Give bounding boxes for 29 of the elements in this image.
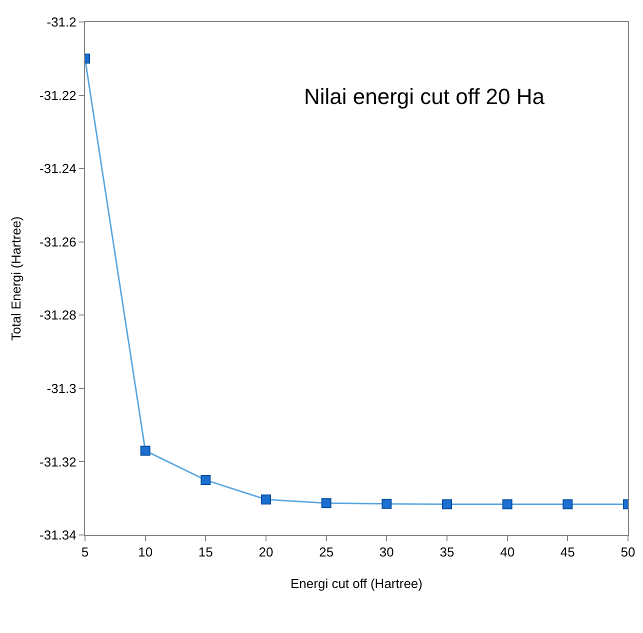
x-tick-label: 35 — [440, 544, 454, 560]
y-tick-label: -31.28 — [40, 308, 76, 323]
y-tick-label: -31.26 — [40, 234, 76, 250]
point — [502, 499, 512, 510]
y-tick-label: -31.32 — [40, 454, 76, 470]
x-tick-label: 15 — [198, 544, 213, 560]
y-axis-title: Total Energi (Hartree) — [8, 216, 24, 341]
point — [562, 499, 573, 510]
x-tick-label: 50 — [620, 544, 636, 560]
y-tick-label: -31.2 — [46, 14, 76, 30]
x-axis-title: Energi cut off (Hartree) — [290, 576, 422, 592]
y-tick-label: -31.3 — [46, 380, 76, 396]
point — [382, 498, 392, 509]
point — [261, 494, 271, 504]
y-tick-label: -31.34 — [40, 528, 76, 543]
point — [200, 475, 211, 486]
x-tick-label: 30 — [379, 544, 394, 560]
point — [321, 498, 332, 508]
y-tick-label: -31.24 — [40, 161, 76, 176]
annotation: Nilai energi cut off 20 Ha — [304, 84, 546, 109]
x-tick-label: 40 — [500, 544, 515, 560]
x-tick-label: 25 — [319, 544, 334, 560]
point — [140, 446, 150, 456]
y-tick-label: -31.22 — [40, 88, 76, 103]
x-tick-label: 5 — [81, 544, 89, 560]
point — [442, 499, 452, 510]
x-tick-label: 45 — [560, 544, 575, 560]
x-tick-label: 10 — [138, 544, 153, 560]
x-tick-label: 20 — [258, 544, 274, 560]
